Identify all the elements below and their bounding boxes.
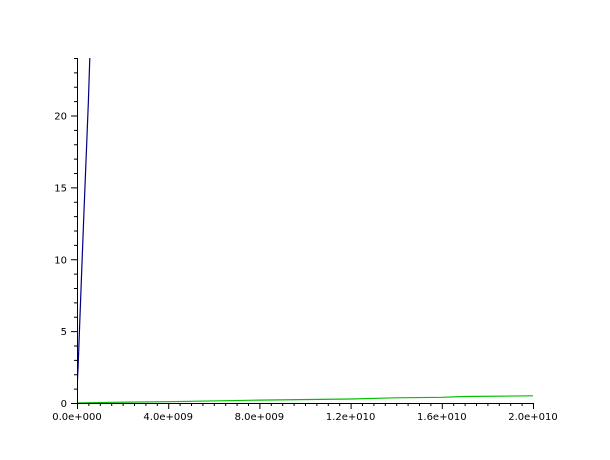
x-tick-label: 8.0e+009 xyxy=(235,412,285,423)
x-tick-label: 0.0e+000 xyxy=(52,412,102,423)
y-tick-label: 5 xyxy=(61,327,67,338)
series-line-2 xyxy=(77,395,533,403)
x-tick-label: 1.6e+010 xyxy=(417,412,467,423)
y-tick-label: 15 xyxy=(54,183,67,194)
axes xyxy=(71,58,534,409)
x-tick-label: 1.2e+010 xyxy=(326,412,376,423)
x-tick-label: 4.0e+009 xyxy=(143,412,193,423)
series-line-1 xyxy=(77,58,91,389)
y-tick-label: 10 xyxy=(54,255,67,266)
plot-area xyxy=(77,58,533,403)
y-tick-label: 0 xyxy=(61,399,67,410)
x-tick-label: 2.0e+010 xyxy=(508,412,558,423)
y-tick-label: 20 xyxy=(54,112,67,123)
tick-labels: 0.0e+000 4.0e+009 8.0e+009 1.2e+010 1.6e+010… xyxy=(52,112,558,424)
